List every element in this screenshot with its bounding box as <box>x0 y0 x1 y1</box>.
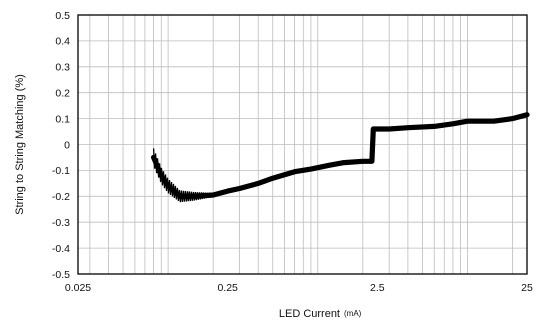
y-tick-label: -0.4 <box>52 243 70 255</box>
grid-lines <box>78 15 527 274</box>
y-tick-label: -0.2 <box>52 191 70 203</box>
y-tick-label: 0.2 <box>55 88 70 100</box>
x-tick-labels: 0.025 0.25 2.5 25 <box>65 282 533 294</box>
y-tick-label: 0.4 <box>55 36 70 48</box>
x-tick-label: 0.25 <box>217 282 238 294</box>
y-tick-label: -0.3 <box>52 217 70 229</box>
x-axis-title: LED Current <box>279 308 340 320</box>
x-tick-label: 2.5 <box>370 282 385 294</box>
y-tick-label: 0 <box>64 139 70 151</box>
y-tick-label: 0.1 <box>55 113 70 125</box>
y-tick-label: -0.1 <box>52 165 70 177</box>
y-axis-title: String to String Matching (%) <box>14 74 26 215</box>
y-tick-label: -0.5 <box>52 269 70 281</box>
y-tick-label: 0.3 <box>55 62 70 74</box>
x-tick-label: 25 <box>521 282 533 294</box>
y-tick-labels: 0.5 0.4 0.3 0.2 0.1 0 -0.1 -0.2 -0.3 -0.4 -0.5 <box>52 10 70 281</box>
series-line-0 <box>151 112 530 199</box>
x-tick-label: 0.025 <box>65 282 91 294</box>
y-tick-label: 0.5 <box>55 10 70 22</box>
x-axis-unit: (mA) <box>344 309 362 318</box>
plot-frame <box>77 14 528 275</box>
series-noise-band <box>152 148 214 203</box>
series-layer <box>151 112 530 203</box>
